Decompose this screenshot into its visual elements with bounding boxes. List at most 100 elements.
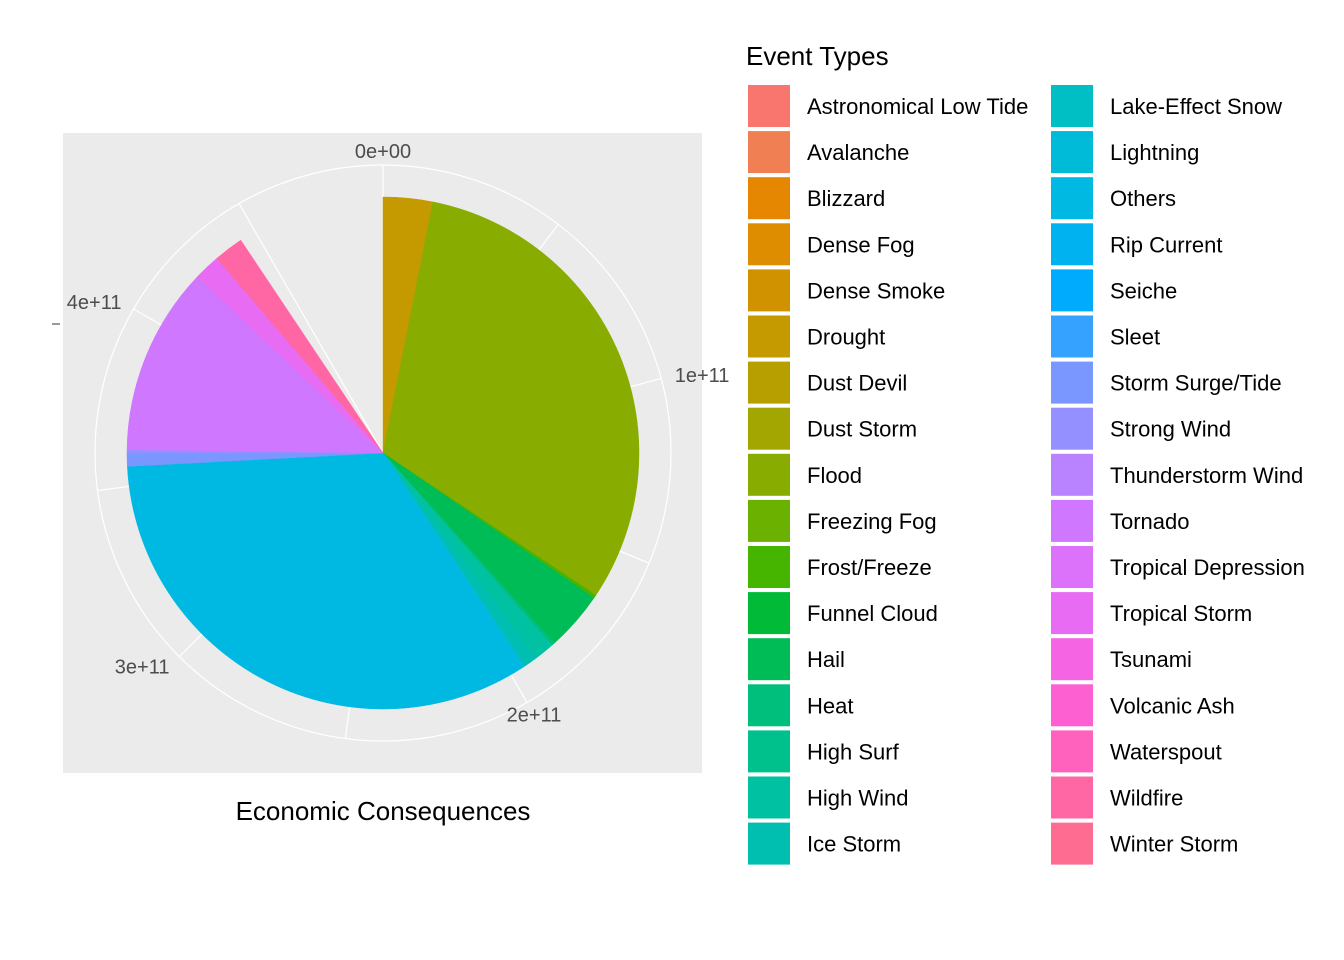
legend-item: Sleet (1051, 315, 1160, 358)
legend-key-blizzard (748, 177, 790, 220)
legend-item: Drought (748, 315, 885, 358)
legend-key-dust-storm (748, 407, 790, 450)
legend-label: Dense Smoke (807, 278, 945, 303)
grid-spoke (238, 203, 384, 454)
legend-label: Wildfire (1110, 786, 1183, 811)
legend-label: Lake-Effect Snow (1110, 94, 1282, 119)
legend-item: Thunderstorm Wind (1051, 453, 1303, 496)
legend-item: Lake-Effect Snow (1051, 85, 1282, 127)
legend-label: Blizzard (807, 186, 885, 211)
legend-key-astronomical-low-tide (748, 85, 790, 127)
slice-others (127, 452, 523, 710)
legend-key-waterspout (1051, 730, 1093, 773)
radial-tick-label: 0e+00 (355, 141, 411, 163)
legend-key-avalanche (748, 131, 790, 174)
radial-tick-label: 4e+11 (67, 292, 122, 314)
legend-label: Strong Wind (1110, 417, 1231, 442)
legend-item: Seiche (1051, 269, 1177, 312)
legend-key-heat (748, 684, 790, 727)
legend-label: Tornado (1110, 509, 1190, 534)
legend-item: Tropical Depression (1051, 546, 1305, 588)
legend-label: Sleet (1110, 325, 1160, 350)
legend-item: Tornado (1051, 499, 1190, 542)
legend-item: Flood (748, 453, 862, 496)
legend-item: Dense Smoke (748, 269, 945, 312)
legend-key-tropical-storm (1051, 592, 1093, 635)
legend-item: Astronomical Low Tide (748, 85, 1028, 127)
legend-item: Hail (748, 638, 845, 681)
legend-item: Avalanche (748, 131, 909, 174)
legend-key-winter-storm (1051, 822, 1093, 865)
legend-key-dust-devil (748, 361, 790, 404)
legend-label: High Surf (807, 739, 900, 764)
legend-key-funnel-cloud (748, 592, 790, 635)
legend-key-seiche (1051, 269, 1093, 312)
legend-item: Volcanic Ash (1051, 684, 1235, 727)
legend-label: Thunderstorm Wind (1110, 463, 1303, 488)
legend-key-frost-freeze (748, 546, 790, 588)
legend-label: Freezing Fog (807, 509, 937, 534)
x-axis-title: Economic Consequences (236, 796, 531, 826)
legend: Astronomical Low Tide Avalanche Blizzard De… (748, 85, 1305, 865)
legend-label: Astronomical Low Tide (807, 94, 1028, 119)
legend-item: Tropical Storm (1051, 592, 1252, 635)
legend-item: Funnel Cloud (748, 592, 938, 635)
legend-key-ice-storm (748, 822, 790, 865)
legend-key-tropical-depression (1051, 546, 1093, 588)
slice-tornado (126, 276, 384, 454)
legend-item: Freezing Fog (748, 499, 937, 542)
legend-label: Rip Current (1110, 232, 1222, 257)
legend-key-sleet (1051, 315, 1093, 358)
legend-key-drought (748, 315, 790, 358)
legend-label: Funnel Cloud (807, 601, 938, 626)
legend-item: Tsunami (1051, 638, 1192, 681)
legend-key-storm-surge-tide (1051, 361, 1093, 404)
legend-key-thunderstorm-wind (1051, 453, 1093, 496)
legend-label: Tropical Storm (1110, 601, 1252, 626)
legend-label: Ice Storm (807, 832, 901, 857)
pie-slices (126, 196, 640, 710)
legend-key-lake-effect-snow (1051, 85, 1093, 127)
radial-tick-label: 2e+11 (507, 705, 562, 727)
legend-key-dense-smoke (748, 269, 790, 312)
legend-label: Hail (807, 647, 845, 672)
legend-item: Waterspout (1051, 730, 1222, 773)
legend-key-volcanic-ash (1051, 684, 1093, 727)
legend-label: Drought (807, 325, 885, 350)
legend-item: High Wind (748, 776, 908, 819)
legend-key-dense-fog (748, 223, 790, 266)
slice-flood (382, 201, 640, 596)
legend-label: Dust Storm (807, 417, 917, 442)
legend-key-hail (748, 638, 790, 681)
legend-label: Flood (807, 463, 862, 488)
legend-item: Dust Storm (748, 407, 917, 450)
legend-item: High Surf (748, 730, 900, 773)
legend-item: Strong Wind (1051, 407, 1231, 450)
legend-key-tornado (1051, 499, 1093, 542)
legend-item: Winter Storm (1051, 822, 1238, 865)
legend-item: Rip Current (1051, 223, 1222, 266)
radial-tick-label: 3e+11 (115, 657, 170, 679)
legend-label: High Wind (807, 786, 908, 811)
legend-item: Storm Surge/Tide (1051, 361, 1282, 404)
legend-key-lightning (1051, 131, 1093, 174)
radial-tick-labels: 0e+00 1e+11 2e+11 3e+11 4e+11 (67, 141, 730, 727)
legend-key-rip-current (1051, 223, 1093, 266)
legend-label: Dense Fog (807, 232, 915, 257)
legend-key-tsunami (1051, 638, 1093, 681)
legend-key-freezing-fog (748, 499, 790, 542)
legend-item: Wildfire (1051, 776, 1183, 819)
legend-label: Tsunami (1110, 647, 1192, 672)
slice-wildfire (216, 239, 384, 454)
legend-label: Dust Devil (807, 371, 907, 396)
legend-key-high-wind (748, 776, 790, 819)
legend-key-high-surf (748, 730, 790, 773)
legend-item: Dust Devil (748, 361, 907, 404)
legend-item: Frost/Freeze (748, 546, 932, 588)
legend-label: Volcanic Ash (1110, 693, 1235, 718)
legend-label: Seiche (1110, 278, 1177, 303)
legend-title: Event Types (746, 41, 889, 71)
legend-key-wildfire (1051, 776, 1093, 819)
legend-key-flood (748, 453, 790, 496)
